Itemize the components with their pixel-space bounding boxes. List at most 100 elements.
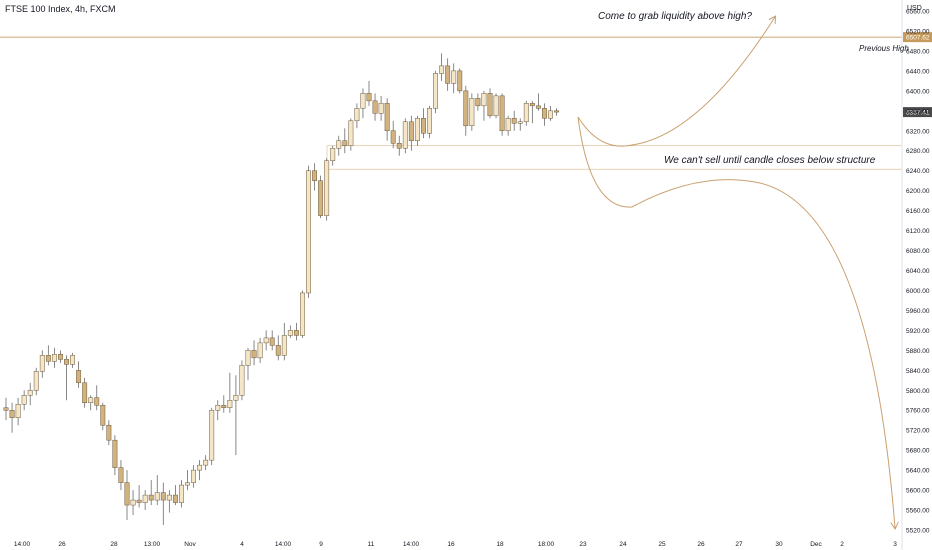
candle xyxy=(451,63,457,94)
candle xyxy=(505,115,511,136)
candle xyxy=(517,118,523,131)
candle xyxy=(160,482,166,526)
candle-body xyxy=(300,292,305,336)
price-tick-label: 5760.00 xyxy=(906,408,930,415)
candle xyxy=(215,400,221,421)
candle-body xyxy=(45,355,51,362)
candle-body xyxy=(433,73,439,109)
time-tick-label: 2 xyxy=(840,541,844,548)
candle xyxy=(76,361,82,388)
candle xyxy=(499,93,505,136)
price-tick-label: 5840.00 xyxy=(906,368,930,375)
price-tick-label: 6120.00 xyxy=(906,228,930,235)
candle xyxy=(312,163,318,191)
candle xyxy=(384,98,390,141)
candle-body xyxy=(330,147,336,161)
candle xyxy=(112,435,118,476)
candle xyxy=(263,330,269,351)
candle xyxy=(554,108,559,116)
candle xyxy=(390,120,396,149)
candle-body xyxy=(82,382,88,404)
time-tick-label: 30 xyxy=(775,541,783,548)
candle-body xyxy=(445,65,451,84)
last-price-badge xyxy=(903,107,932,118)
candle-body xyxy=(523,103,529,123)
candle xyxy=(396,135,402,156)
candle xyxy=(427,105,432,139)
last-price-value: 6357.41 xyxy=(906,110,930,117)
candle xyxy=(445,58,451,91)
candle-body xyxy=(463,90,469,127)
candle-body xyxy=(124,482,130,506)
candle xyxy=(342,128,348,154)
candle-body xyxy=(58,354,63,360)
price-tick-label: 6320.00 xyxy=(906,128,930,135)
candle xyxy=(154,475,160,506)
candle xyxy=(51,347,57,368)
candle xyxy=(209,407,215,466)
time-tick-label: 24 xyxy=(619,541,627,548)
candle xyxy=(251,340,257,366)
candle xyxy=(475,93,481,111)
candle xyxy=(239,360,245,401)
candle xyxy=(221,395,227,413)
time-tick-label: 14:00 xyxy=(14,541,31,548)
time-tick-label: 3 xyxy=(893,541,897,548)
candle xyxy=(293,322,299,341)
candle xyxy=(366,80,372,106)
candle-body xyxy=(457,70,463,92)
candle xyxy=(142,490,148,511)
price-tick-label: 6200.00 xyxy=(906,188,930,195)
candle-body xyxy=(372,100,378,114)
candle-body xyxy=(251,350,257,359)
candle-body xyxy=(342,140,348,146)
candle xyxy=(106,420,112,446)
candle-body xyxy=(51,354,57,362)
candle xyxy=(124,470,130,521)
candle-body xyxy=(130,499,136,506)
candle-body xyxy=(493,95,499,117)
candle-body xyxy=(136,499,142,503)
candle-body xyxy=(542,108,547,119)
price-tick-label: 5600.00 xyxy=(906,488,930,495)
price-tick-label: 6000.00 xyxy=(906,288,930,295)
price-tick-label: 6280.00 xyxy=(906,148,930,155)
candle xyxy=(257,337,263,363)
price-tick-label: 6480.00 xyxy=(906,48,930,55)
price-tick-label: 6240.00 xyxy=(906,168,930,175)
candle-body xyxy=(209,409,215,461)
candle xyxy=(15,397,21,426)
candle-body xyxy=(312,170,318,181)
candle-body xyxy=(3,407,9,411)
candle xyxy=(439,53,445,81)
candle xyxy=(100,402,106,431)
price-tick-label: 6360.00 xyxy=(906,108,930,115)
candle-body xyxy=(336,140,342,149)
candle xyxy=(511,110,517,131)
candle xyxy=(493,93,499,119)
candle-body xyxy=(354,108,360,122)
candle-body xyxy=(408,121,414,141)
candle xyxy=(275,335,281,361)
candle-body xyxy=(481,93,487,107)
price-tick-label: 5680.00 xyxy=(906,448,930,455)
previous-high-value: 6507.62 xyxy=(906,35,930,42)
candle xyxy=(64,355,69,401)
candle-body xyxy=(148,494,154,501)
previous-high-badge xyxy=(903,32,932,43)
bearish-projection-arrow xyxy=(577,116,895,528)
time-tick-label: 25 xyxy=(658,541,666,548)
price-tick-label: 6440.00 xyxy=(906,68,930,75)
candle-body xyxy=(160,492,166,501)
candle-body xyxy=(366,93,372,102)
candle-body xyxy=(9,409,15,418)
candle-body xyxy=(378,103,384,114)
price-tick-label: 5800.00 xyxy=(906,388,930,395)
candle xyxy=(179,480,184,508)
candle-body xyxy=(421,118,426,134)
candle-body xyxy=(554,110,559,113)
time-tick-label: Dec xyxy=(810,541,822,548)
previous-high-layer: 6507.62 6357.41 xyxy=(0,32,932,118)
candle xyxy=(487,88,493,119)
